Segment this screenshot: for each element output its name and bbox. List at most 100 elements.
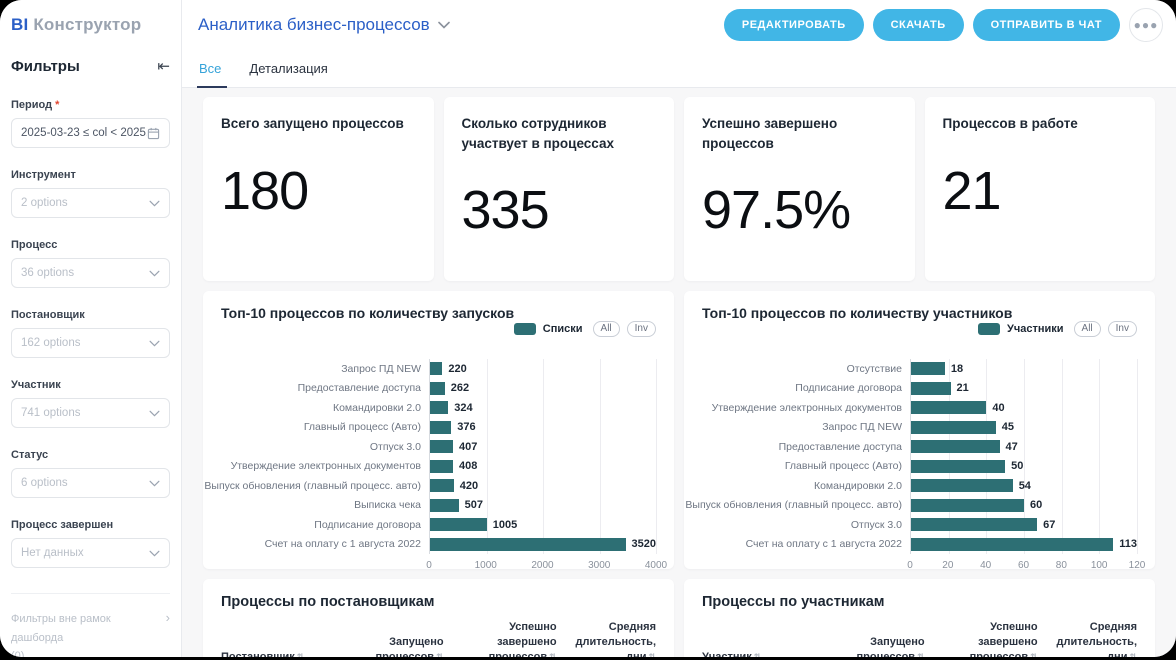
category-label: Предоставление доступа bbox=[297, 382, 421, 395]
calendar-icon bbox=[147, 127, 160, 140]
category-label: Подписание договора bbox=[314, 518, 421, 531]
filter-select[interactable]: 6 options bbox=[11, 468, 170, 498]
chevron-down-icon bbox=[149, 550, 160, 557]
bar-value-label: 21 bbox=[956, 382, 969, 395]
legend-all-button[interactable]: All bbox=[1073, 321, 1101, 337]
tab-detail[interactable]: Детализация bbox=[249, 61, 328, 76]
filter-select[interactable]: 36 options bbox=[11, 258, 170, 288]
column-header[interactable]: Успешно завершено процессов ⇅ bbox=[452, 620, 557, 657]
category-label: Запрос ПД NEW bbox=[822, 421, 902, 434]
filter-select[interactable]: 741 options bbox=[11, 398, 170, 428]
dashboard-title: Аналитика бизнес-процессов bbox=[198, 15, 450, 35]
edit-button[interactable]: РЕДАКТИРОВАТЬ bbox=[723, 9, 864, 41]
outer-filters-link[interactable]: Фильтры вне рамок дашборда (0) › bbox=[11, 610, 170, 657]
bars-area: 18 21 40 45 47 50 54 60 67 113 bbox=[910, 359, 1138, 554]
bar[interactable] bbox=[911, 459, 1006, 473]
bar[interactable] bbox=[430, 498, 459, 512]
column-header[interactable]: Успешно завершено процессов ⇅ bbox=[933, 620, 1038, 657]
bar[interactable] bbox=[430, 518, 487, 532]
bars-area: 220 262 324 376 407 408 420 507 1005 3520 bbox=[429, 359, 657, 554]
gridline bbox=[986, 359, 988, 554]
kpi-label: Процессов в работе bbox=[942, 116, 1078, 131]
category-label: Утверждение электронных документов bbox=[711, 401, 902, 414]
bar[interactable] bbox=[430, 362, 443, 376]
bar[interactable] bbox=[430, 537, 626, 551]
gridline bbox=[656, 359, 657, 554]
bar-row: 60 bbox=[911, 496, 1137, 516]
bar[interactable] bbox=[911, 479, 1013, 493]
bar[interactable] bbox=[911, 518, 1038, 532]
filter-label: Инструмент bbox=[11, 169, 76, 181]
sort-icon: ⇅ bbox=[1129, 651, 1137, 657]
bar[interactable] bbox=[911, 498, 1024, 512]
legend-all-button[interactable]: All bbox=[592, 321, 620, 337]
date-range-input[interactable]: 2025-03-23 ≤ col < 2025... bbox=[11, 118, 170, 148]
category-labels: Запрос ПД NEW Предоставление доступа Коман… bbox=[204, 359, 429, 574]
legend-inv-button[interactable]: Inv bbox=[1107, 321, 1137, 337]
bar[interactable] bbox=[911, 440, 1000, 454]
filter-value: 2 options bbox=[21, 197, 68, 209]
bar[interactable] bbox=[430, 459, 454, 473]
legend-inv-button[interactable]: Inv bbox=[626, 321, 656, 337]
bar[interactable] bbox=[911, 381, 951, 395]
legend-series-label: Участники bbox=[1007, 323, 1064, 335]
kpi-value: 335 bbox=[461, 180, 550, 241]
column-header[interactable]: Постановщик ⇅ bbox=[221, 650, 363, 657]
bar-value-label: 67 bbox=[1043, 518, 1056, 531]
column-header[interactable]: Запущено процессов ⇅ bbox=[852, 635, 925, 657]
bar-value-label: 507 bbox=[464, 499, 483, 512]
column-header-label: Запущено процессов bbox=[856, 635, 925, 657]
column-header[interactable]: Средняя длительность, дни ⇅ bbox=[1046, 620, 1137, 657]
column-header[interactable]: Средняя длительность, дни ⇅ bbox=[565, 620, 656, 657]
tab-all[interactable]: Все bbox=[196, 50, 228, 88]
bar[interactable] bbox=[911, 420, 996, 434]
filter-select[interactable]: Нет данных bbox=[11, 538, 170, 568]
logo-name: Конструктор bbox=[33, 15, 142, 34]
bar[interactable] bbox=[430, 479, 454, 493]
bar[interactable] bbox=[911, 362, 945, 376]
header-actions: РЕДАКТИРОВАТЬ СКАЧАТЬ ОТПРАВИТЬ В ЧАТ ●●… bbox=[723, 8, 1163, 42]
bar[interactable] bbox=[430, 401, 449, 415]
axis-tick-label: 40 bbox=[980, 560, 992, 571]
kpi-value: 180 bbox=[221, 160, 309, 221]
bar-value-label: 324 bbox=[454, 401, 473, 414]
required-asterisk: * bbox=[52, 99, 60, 111]
logo-bi: BI bbox=[11, 15, 29, 34]
bar[interactable] bbox=[430, 381, 445, 395]
category-label: Счет на оплату с 1 августа 2022 bbox=[745, 538, 902, 551]
category-label: Отпуск 3.0 bbox=[850, 518, 902, 531]
filter-select[interactable]: 2 options bbox=[11, 188, 170, 218]
bar-row: 376 bbox=[430, 418, 656, 438]
tab-bar: Все Детализация bbox=[182, 50, 1176, 88]
title-chevron-down-icon[interactable] bbox=[437, 21, 450, 29]
category-label: Запрос ПД NEW bbox=[341, 362, 421, 375]
collapse-sidebar-icon[interactable]: ⇤ bbox=[157, 58, 170, 75]
bar[interactable] bbox=[911, 401, 987, 415]
column-header[interactable]: Запущено процессов ⇅ bbox=[371, 635, 444, 657]
bar[interactable] bbox=[430, 420, 452, 434]
filter-select[interactable]: 162 options bbox=[11, 328, 170, 358]
gridline bbox=[1137, 359, 1138, 554]
column-header[interactable]: Участник ⇅ bbox=[702, 650, 844, 657]
more-options-button[interactable]: ●●● bbox=[1129, 8, 1163, 42]
chart-legend: Списки All Inv bbox=[513, 321, 656, 337]
kpi-label: Сколько сотрудников участвует в процесса… bbox=[461, 116, 614, 151]
sort-icon: ⇅ bbox=[648, 651, 656, 657]
legend-series-label: Списки bbox=[542, 323, 583, 335]
bar-row: 50 bbox=[911, 457, 1137, 477]
filters-list: Период * 2025-03-23 ≤ col < 2025... Инстру… bbox=[11, 99, 170, 589]
table-card: Процессы по участникам Участник ⇅ Запущено … bbox=[684, 579, 1155, 657]
category-label: Выпуск обновления (главный процесс. авто… bbox=[204, 479, 421, 492]
axis-tick-label: 3000 bbox=[588, 560, 611, 571]
bar-value-label: 18 bbox=[950, 362, 964, 375]
chevron-down-icon bbox=[149, 200, 160, 207]
sort-icon: ⇅ bbox=[753, 651, 762, 657]
bar[interactable] bbox=[430, 440, 453, 454]
category-label: Выпуск обновления (главный процесс. авто… bbox=[685, 499, 902, 512]
download-button[interactable]: СКАЧАТЬ bbox=[872, 9, 964, 41]
bar-row: 1005 bbox=[430, 515, 656, 535]
chart-title: Топ-10 процессов по количеству участнико… bbox=[702, 305, 1013, 321]
send-to-chat-button[interactable]: ОТПРАВИТЬ В ЧАТ bbox=[972, 9, 1120, 41]
bar[interactable] bbox=[911, 537, 1114, 551]
kpi-label: Всего запущено процессов bbox=[221, 116, 404, 131]
